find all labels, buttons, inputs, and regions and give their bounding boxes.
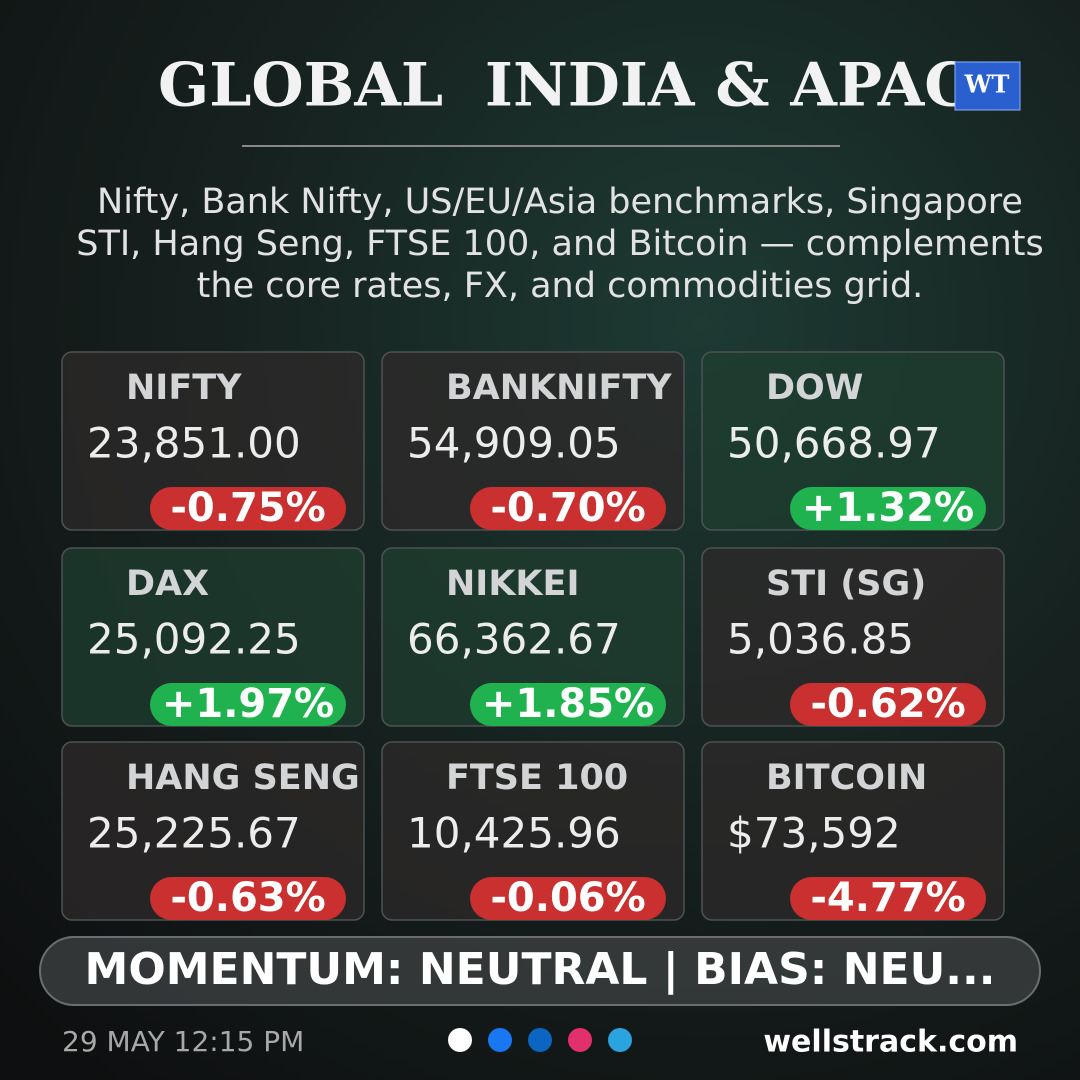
logo: WT: [964, 70, 1010, 99]
change-badge: [790, 487, 986, 530]
subtitle-line: Nifty, Bank Nifty, US/EU/Asia benchmarks…: [97, 182, 1023, 222]
subtitle-line: the core rates, FX, and commodities grid…: [197, 266, 924, 306]
change: +1.97%: [162, 681, 334, 727]
site: wellstrack.com: [763, 1025, 1018, 1060]
card-name: STI (SG): [766, 564, 926, 604]
change-badge: [790, 683, 986, 726]
subtitle: Nifty, Bank Nifty, US/EU/Asia benchmarks…: [76, 182, 1044, 306]
card-name: NIKKEI: [446, 564, 580, 604]
card-value: 23,851.00: [87, 419, 301, 468]
change-badge: [470, 487, 666, 530]
card-name: DOW: [766, 368, 863, 408]
x-icon[interactable]: [448, 1028, 472, 1052]
card-name: BITCOIN: [766, 758, 927, 798]
card-name: FTSE 100: [446, 758, 628, 798]
card-name: DAX: [126, 564, 209, 604]
card-value: 25,225.67: [87, 809, 301, 858]
telegram-icon[interactable]: [608, 1028, 632, 1052]
change: -0.62%: [810, 681, 965, 727]
card-name: NIFTY: [126, 368, 242, 408]
linkedin-icon[interactable]: [528, 1028, 552, 1052]
change-badge: [150, 683, 346, 726]
instagram-icon[interactable]: [568, 1028, 592, 1052]
banner-box: [39, 936, 1041, 1006]
change: +1.85%: [482, 681, 654, 727]
change-badge: [470, 683, 666, 726]
change: -0.06%: [490, 875, 645, 921]
card-value: 5,036.85: [727, 615, 914, 664]
card-value: 50,668.97: [727, 419, 941, 468]
change-badge: [150, 487, 346, 530]
subtitle-line: STI, Hang Seng, FTSE 100, and Bitcoin — …: [76, 224, 1044, 264]
banner: MOMENTUM: NEUTRAL | BIAS: NEU...: [85, 944, 996, 995]
change-badge: [150, 877, 346, 920]
change: -4.77%: [810, 875, 965, 921]
card-value: 25,092.25: [87, 615, 301, 664]
card-name: HANG SENG: [126, 758, 360, 798]
logo-box: [954, 61, 1021, 111]
card-value: 54,909.05: [407, 419, 621, 468]
card-value: 10,425.96: [407, 809, 621, 858]
change: +1.32%: [802, 485, 974, 531]
change-badge: [790, 877, 986, 920]
facebook-icon[interactable]: [488, 1028, 512, 1052]
card-value: 66,362.67: [407, 615, 621, 664]
card-grid: NIFTY 23,851.00 -0.75% BANKNIFTY 54,909.05 -0…: [61, 351, 1005, 921]
change-badge: [470, 877, 666, 920]
change: -0.70%: [490, 485, 645, 531]
change: -0.63%: [170, 875, 325, 921]
title: GLOBAL INDIA & APAC: [158, 51, 972, 121]
card-name: BANKNIFTY: [446, 368, 672, 408]
change: -0.75%: [170, 485, 325, 531]
social-icons: [448, 1028, 632, 1052]
card-value: $73,592: [727, 809, 901, 858]
date: 29 MAY 12:15 PM: [62, 1025, 304, 1058]
